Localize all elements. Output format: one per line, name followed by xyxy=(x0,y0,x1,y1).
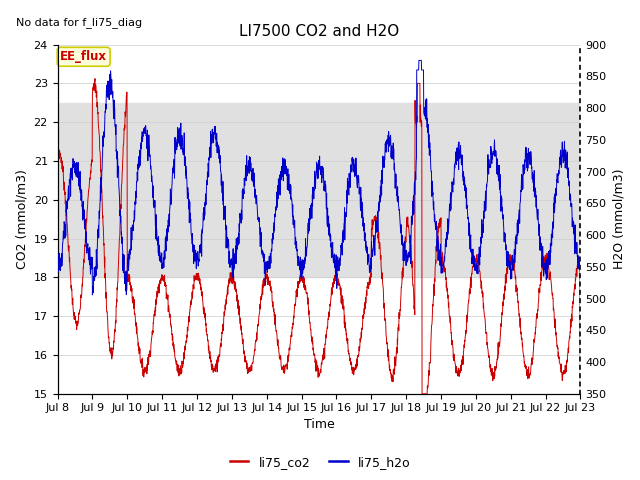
Bar xyxy=(58,103,580,277)
Legend: li75_co2, li75_h2o: li75_co2, li75_h2o xyxy=(225,451,415,474)
li75_h2o xyxy=(200,210,207,216)
li75_h2o xyxy=(54,270,61,276)
Line: li75_co2: li75_co2 xyxy=(58,79,580,394)
li75_co2 xyxy=(92,76,99,82)
li75_co2 xyxy=(346,353,353,359)
li75_h2o xyxy=(415,58,423,63)
Title: LI7500 CO2 and H2O: LI7500 CO2 and H2O xyxy=(239,24,399,39)
li75_h2o xyxy=(577,391,584,396)
Y-axis label: H2O (mmol/m3): H2O (mmol/m3) xyxy=(612,169,625,269)
li75_co2 xyxy=(418,391,426,396)
Y-axis label: CO2 (mmol/m3): CO2 (mmol/m3) xyxy=(15,169,28,269)
li75_co2 xyxy=(471,260,479,265)
li75_co2 xyxy=(54,149,61,155)
li75_co2 xyxy=(200,309,207,315)
Text: No data for f_li75_diag: No data for f_li75_diag xyxy=(16,17,142,27)
li75_h2o xyxy=(471,267,479,273)
li75_co2 xyxy=(334,278,342,284)
li75_h2o xyxy=(531,194,538,200)
X-axis label: Time: Time xyxy=(303,419,334,432)
li75_co2 xyxy=(545,277,553,283)
Line: li75_h2o: li75_h2o xyxy=(58,60,580,394)
li75_h2o xyxy=(346,171,353,177)
li75_co2 xyxy=(577,391,584,396)
li75_h2o xyxy=(545,259,553,264)
Text: EE_flux: EE_flux xyxy=(60,50,107,63)
li75_h2o xyxy=(334,254,342,260)
li75_co2 xyxy=(531,336,538,342)
